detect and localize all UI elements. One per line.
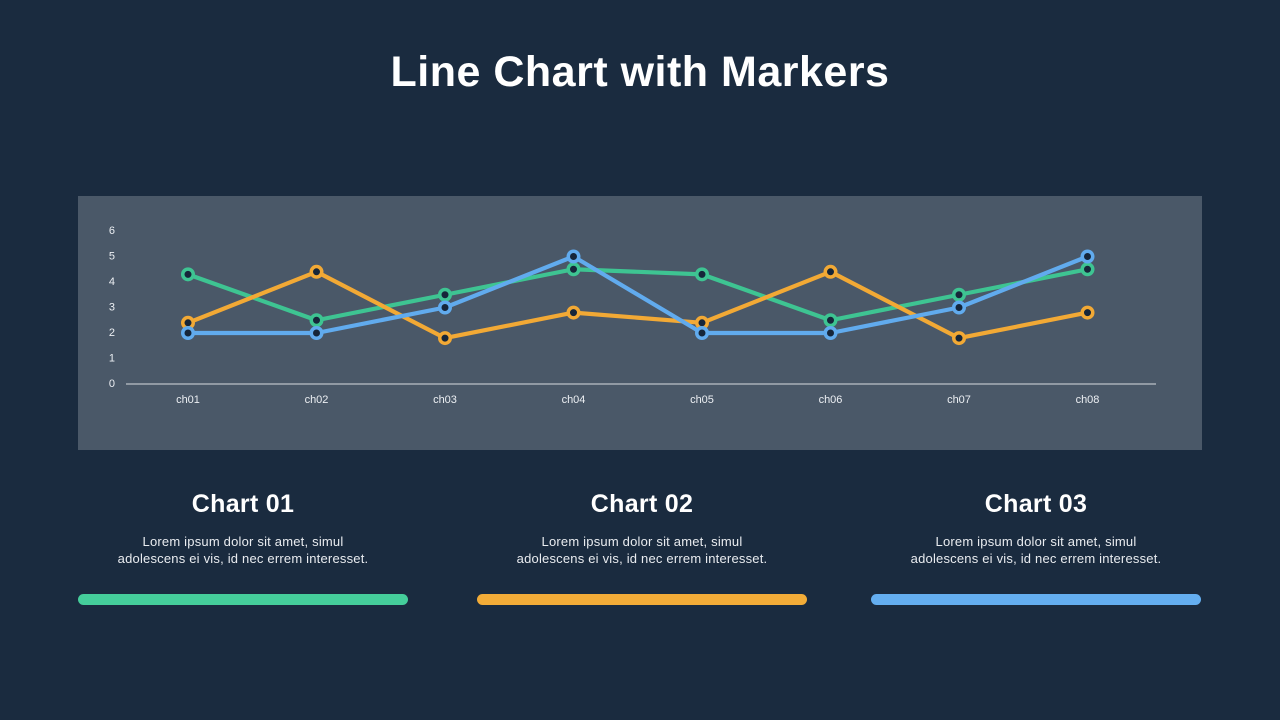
data-point-marker-chart-01	[181, 267, 195, 282]
y-axis-tick-label: 3	[109, 302, 115, 314]
card-title: Chart 02	[590, 490, 694, 518]
data-point-marker-chart-01	[438, 287, 452, 302]
data-point-marker-chart-01	[823, 313, 838, 328]
x-axis-category-label: ch05	[690, 394, 714, 406]
card-body-line: Lorem ipsum dolor sit amet, simul	[935, 534, 1137, 549]
card-body-line: Lorem ipsum dolor sit amet, simul	[541, 534, 743, 549]
y-axis-tick-label: 1	[109, 353, 115, 365]
series-line-chart-03	[185, 254, 1090, 336]
data-point-marker-chart-01	[1080, 262, 1095, 277]
data-point-marker-chart-03	[695, 326, 709, 340]
data-point-marker-chart-03	[566, 249, 581, 264]
data-point-marker-chart-02	[438, 331, 452, 346]
data-point-marker-chart-01	[952, 287, 966, 302]
card-body-line: Lorem ipsum dolor sit amet, simul	[142, 534, 344, 549]
data-point-marker-chart-02	[823, 264, 838, 279]
card-body: Lorem ipsum dolor sit amet, simul adoles…	[871, 533, 1201, 567]
line-chart: 6 5 4 3 2 1 0 ch01 ch02 ch03 ch04 ch05 ch06 ch07 ch08	[109, 225, 1156, 406]
data-point-marker-chart-02	[952, 331, 966, 346]
card-title: Chart 03	[984, 490, 1088, 518]
x-axis-category-label: ch01	[176, 394, 200, 406]
series-line-chart-02	[185, 269, 1090, 341]
card-accent-bar	[871, 594, 1201, 605]
data-point-marker-chart-02	[1080, 305, 1095, 320]
y-axis-tick-label: 5	[109, 251, 115, 263]
card-chart-01: Chart 01 Lorem ipsum dolor sit amet, sim…	[78, 490, 408, 605]
x-axis-category-label: ch07	[947, 394, 971, 406]
data-point-marker-chart-01	[309, 313, 324, 328]
data-point-marker-chart-03	[181, 326, 195, 340]
card-accent-bar	[78, 594, 408, 605]
data-point-marker-chart-03	[438, 300, 452, 315]
x-axis-category-label: ch04	[562, 394, 586, 406]
x-axis-category-label: ch06	[819, 394, 843, 406]
y-axis-tick-label: 6	[109, 225, 115, 237]
data-point-marker-chart-03	[1080, 249, 1095, 264]
card-body: Lorem ipsum dolor sit amet, simul adoles…	[477, 533, 807, 567]
card-title: Chart 01	[191, 490, 295, 518]
data-point-marker-chart-02	[566, 305, 581, 320]
data-point-marker-chart-03	[823, 326, 838, 340]
x-axis-category-label: ch08	[1076, 394, 1100, 406]
y-axis-tick-label: 0	[109, 378, 115, 390]
data-point-marker-chart-02	[309, 264, 324, 279]
card-chart-03: Chart 03 Lorem ipsum dolor sit amet, sim…	[871, 490, 1201, 605]
x-axis-category-label: ch02	[305, 394, 329, 406]
data-point-marker-chart-01	[566, 262, 581, 277]
card-body-line: adolescens ei vis, id nec errem interess…	[117, 551, 369, 566]
chart-panel: 6 5 4 3 2 1 0 ch01 ch02 ch03 ch04 ch05 ch06 ch07 ch08	[78, 196, 1202, 450]
slide-title: Line Chart with Markers	[390, 48, 890, 96]
data-point-marker-chart-03	[309, 326, 324, 340]
data-point-marker-chart-01	[695, 267, 709, 282]
x-axis-category-label: ch03	[433, 394, 457, 406]
y-axis-tick-label: 2	[109, 327, 115, 339]
card-body-line: adolescens ei vis, id nec errem interess…	[910, 551, 1162, 566]
y-axis-tick-label: 4	[109, 276, 115, 288]
card-chart-02: Chart 02 Lorem ipsum dolor sit amet, sim…	[477, 490, 807, 605]
series-line-chart-01	[185, 267, 1090, 323]
card-body-line: adolescens ei vis, id nec errem interess…	[516, 551, 768, 566]
card-accent-bar	[477, 594, 807, 605]
data-point-marker-chart-03	[952, 300, 966, 315]
card-body: Lorem ipsum dolor sit amet, simul adoles…	[78, 533, 408, 567]
